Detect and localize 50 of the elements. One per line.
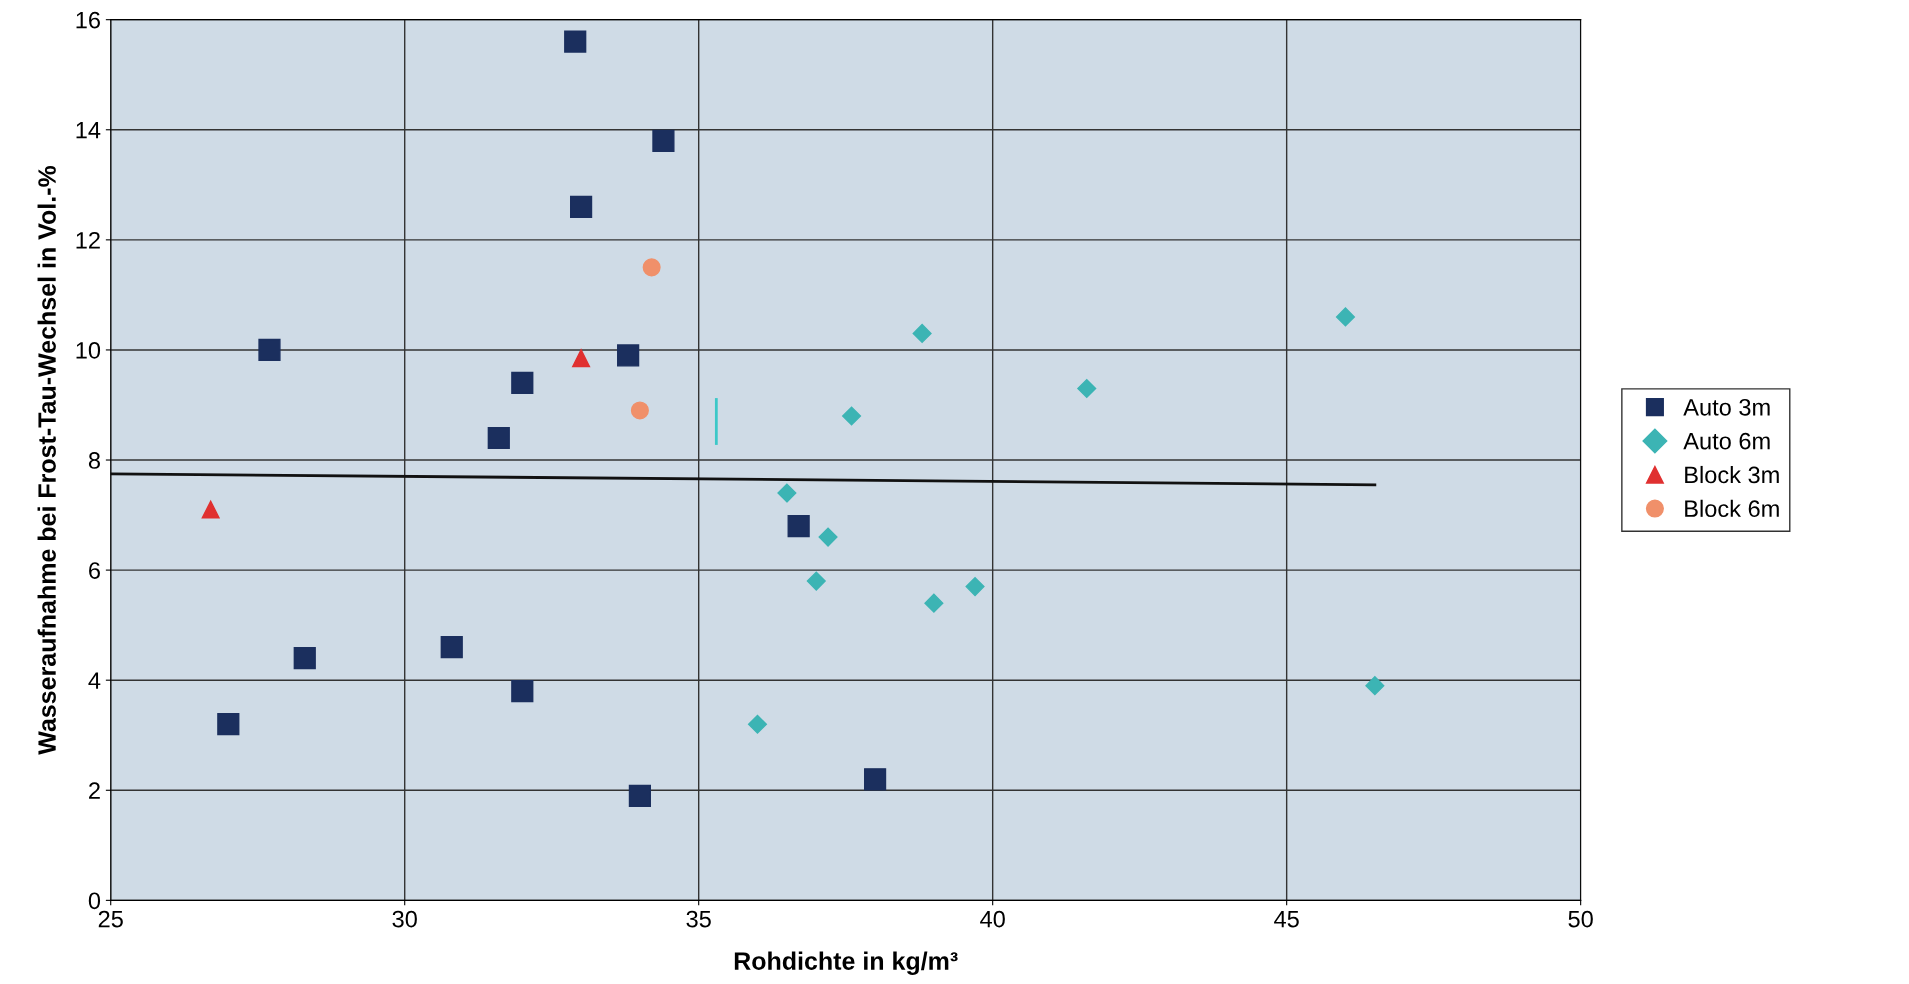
y-tick-label: 4 (88, 672, 101, 689)
point (924, 593, 944, 613)
point (642, 258, 661, 277)
x-tick-label: 30 (392, 910, 417, 928)
point (511, 680, 534, 703)
point (617, 344, 640, 367)
point (628, 784, 652, 807)
point (818, 527, 838, 547)
legend-label: Block 3m (1685, 465, 1779, 484)
y-tick-label: 6 (89, 562, 100, 579)
point (440, 636, 463, 659)
x-tick-label: 50 (1568, 910, 1593, 928)
point (965, 577, 985, 597)
point (572, 349, 591, 368)
y-tick-label: 8 (88, 452, 100, 469)
point (806, 571, 826, 591)
point (787, 514, 810, 538)
point (912, 323, 932, 343)
y-axis-title: Wasseraufnahme bei Frost-Tau-Wechsel in Vol.-% (37, 165, 56, 755)
point (1365, 676, 1385, 696)
point (564, 30, 587, 53)
point (863, 768, 887, 791)
x-tick-label: 35 (686, 910, 711, 928)
point (1335, 307, 1355, 327)
y-tick-label: 2 (89, 782, 100, 799)
point (1077, 378, 1097, 398)
point (487, 426, 510, 450)
point (217, 713, 240, 736)
point (569, 195, 593, 218)
point (201, 500, 220, 519)
x-tick-label: 45 (1274, 910, 1299, 928)
x-tick-label: 25 (98, 910, 123, 928)
point (511, 371, 534, 395)
point (842, 406, 862, 426)
x-tick-label: 40 (980, 910, 1005, 928)
point (258, 338, 281, 362)
legend-label: Auto 6m (1683, 432, 1770, 450)
legend-label: Block 6m (1685, 499, 1779, 518)
point (747, 714, 768, 734)
y-tick-label: 10 (76, 342, 101, 359)
y-tick-label: 0 (88, 892, 101, 910)
point (293, 647, 316, 670)
y-tick-label: 16 (76, 11, 100, 29)
legend-label: Auto 3m (1683, 398, 1770, 416)
y-tick-label: 14 (76, 122, 101, 139)
y-tick-label: 12 (76, 231, 100, 249)
x-axis-title: Rohdichte in kg/m³ (734, 951, 958, 975)
point (652, 129, 675, 152)
point (630, 401, 649, 420)
point (777, 483, 797, 503)
